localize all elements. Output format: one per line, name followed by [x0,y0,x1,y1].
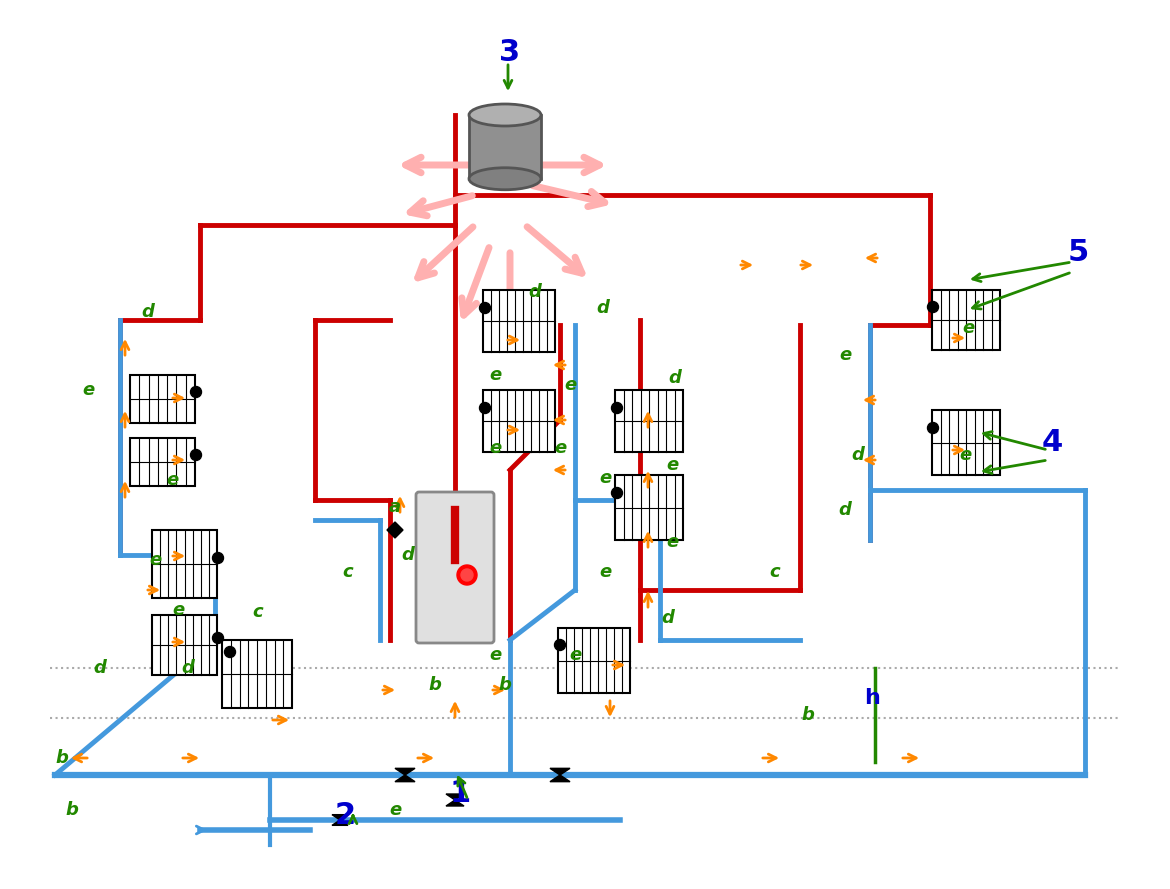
Ellipse shape [469,168,541,189]
Text: e: e [388,801,401,819]
Text: d: d [401,546,414,564]
Circle shape [555,639,565,651]
Bar [483,390,555,452]
Text: e: e [666,456,679,474]
Circle shape [191,387,201,397]
Circle shape [213,552,223,564]
Text: d: d [668,369,681,387]
Circle shape [461,569,473,581]
Text: e: e [564,376,576,394]
Text: d: d [661,609,674,627]
Text: 1: 1 [449,779,470,807]
Text: c: c [770,563,780,581]
Text: e: e [166,471,178,489]
Circle shape [480,302,490,314]
Bar [130,375,195,423]
Text: e: e [599,469,611,487]
Circle shape [928,301,938,313]
Polygon shape [332,814,347,825]
Bar [222,640,292,708]
Text: e: e [149,551,161,569]
Bar [615,390,683,452]
Text: h: h [865,688,880,708]
Text: a: a [388,498,401,516]
Text: d: d [181,659,194,677]
Bar [469,115,541,179]
Text: d: d [142,303,154,321]
Circle shape [213,632,223,644]
Text: e: e [959,446,971,464]
Text: b: b [498,676,511,694]
Text: b: b [801,706,814,724]
Text: 3: 3 [500,37,521,67]
Bar [152,530,216,598]
Text: e: e [82,381,94,399]
Bar [558,628,629,693]
Text: e: e [666,533,679,551]
Ellipse shape [469,104,541,126]
Text: 2: 2 [335,800,356,829]
Text: e: e [172,601,184,619]
Circle shape [928,422,938,434]
Bar [130,438,195,486]
Polygon shape [550,768,570,781]
Text: e: e [489,646,501,664]
Text: d: d [839,501,852,519]
Text: e: e [599,563,611,581]
FancyBboxPatch shape [417,492,494,643]
Text: e: e [489,366,501,384]
Circle shape [457,565,477,585]
Text: d: d [529,283,542,301]
Circle shape [191,450,201,461]
Bar [932,410,1000,475]
Text: e: e [839,346,851,364]
Text: b: b [55,749,68,767]
Text: e: e [489,439,501,457]
Circle shape [612,403,622,413]
Polygon shape [446,794,464,806]
Circle shape [612,487,622,499]
Text: d: d [852,446,865,464]
Circle shape [225,646,235,658]
Text: c: c [253,603,263,621]
Bar [932,290,1000,350]
Bar [615,475,683,540]
Text: b: b [428,676,441,694]
Text: d: d [94,659,106,677]
Bar [483,290,555,352]
Text: c: c [343,563,353,581]
Bar [152,615,216,675]
Text: 5: 5 [1067,237,1088,267]
Text: e: e [569,646,581,664]
Polygon shape [387,522,402,538]
Text: e: e [553,439,566,457]
Text: b: b [66,801,78,819]
Text: 4: 4 [1041,428,1062,456]
Text: d: d [597,299,610,317]
Polygon shape [395,768,415,781]
Text: e: e [962,319,975,337]
Circle shape [480,403,490,413]
